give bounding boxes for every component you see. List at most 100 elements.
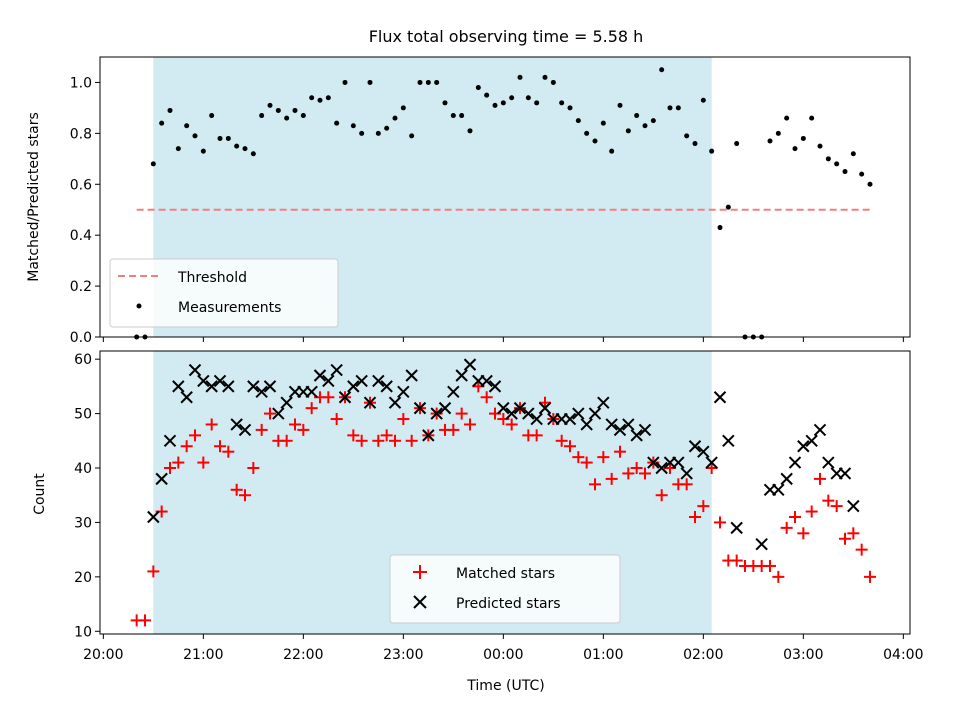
matched-star-point bbox=[705, 462, 718, 475]
predicted-star-point bbox=[388, 396, 402, 409]
matched-star-point bbox=[322, 391, 335, 404]
legend-predicted-label: Predicted stars bbox=[456, 596, 561, 612]
predicted-star-point bbox=[205, 380, 218, 393]
measurement-point bbox=[425, 79, 431, 85]
predicted-star-point bbox=[255, 385, 268, 399]
measurement-point bbox=[350, 123, 356, 129]
predicted-star-point bbox=[447, 385, 460, 399]
measurement-point bbox=[384, 125, 390, 131]
y-tick-label: 20 bbox=[74, 570, 92, 586]
measurement-point bbox=[417, 79, 423, 85]
matched-star-point bbox=[572, 451, 585, 464]
x-tick-label: 01:00 bbox=[583, 647, 623, 663]
bottom-legend: Matched stars Predicted stars bbox=[389, 554, 621, 624]
predicted-star-point bbox=[588, 407, 602, 420]
legend-matched-label: Matched stars bbox=[456, 566, 555, 582]
matched-star-point bbox=[189, 429, 201, 442]
bottom-y-ticks: 10 20 30 40 50 60 bbox=[74, 352, 100, 640]
measurement-point bbox=[334, 120, 340, 126]
measurement-point bbox=[842, 169, 848, 175]
predicted-star-point bbox=[705, 456, 718, 469]
matched-star-point bbox=[297, 423, 310, 436]
measurement-point bbox=[817, 143, 823, 149]
matched-star-point bbox=[680, 478, 693, 491]
predicted-star-point bbox=[338, 391, 352, 404]
measurement-point bbox=[825, 156, 831, 162]
legend-threshold-label: Threshold bbox=[177, 270, 247, 286]
predicted-star-point bbox=[613, 423, 627, 437]
predicted-star-point bbox=[797, 440, 810, 453]
predicted-star-point bbox=[505, 407, 518, 420]
matched-star-point bbox=[605, 472, 618, 485]
matched-star-point bbox=[764, 559, 776, 572]
matched-star-point bbox=[847, 527, 860, 540]
measurement-point bbox=[775, 130, 781, 136]
measurement-point bbox=[717, 225, 723, 231]
top-y-ticks: 0.0 0.2 0.4 0.6 0.8 1.0 bbox=[70, 75, 100, 346]
predicted-star-point bbox=[530, 412, 543, 426]
measurement-point bbox=[617, 102, 623, 108]
measurement-point bbox=[175, 146, 181, 152]
measurement-point bbox=[284, 115, 290, 121]
matched-star-point bbox=[814, 472, 826, 485]
predicted-star-point bbox=[155, 472, 168, 486]
measurement-point bbox=[600, 120, 606, 126]
predicted-star-point bbox=[405, 369, 418, 382]
predicted-star-point bbox=[397, 385, 410, 399]
measurement-point bbox=[492, 102, 498, 108]
predicted-star-point bbox=[572, 407, 585, 420]
measurement-point bbox=[550, 79, 556, 85]
measurement-point bbox=[267, 102, 273, 108]
predicted-star-point bbox=[313, 369, 327, 382]
top-legend: Threshold Measurements bbox=[109, 258, 339, 328]
measurement-point bbox=[609, 148, 615, 154]
measurement-point bbox=[250, 151, 256, 157]
y-tick-label: 60 bbox=[74, 352, 92, 368]
matched-star-point bbox=[464, 418, 476, 431]
x-axis-label: Time (UTC) bbox=[466, 678, 544, 694]
measurement-point bbox=[475, 85, 481, 91]
predicted-star-point bbox=[697, 445, 710, 458]
predicted-star-point bbox=[688, 440, 702, 453]
measurement-point bbox=[325, 95, 331, 101]
predicted-star-point bbox=[163, 434, 177, 448]
measurement-point bbox=[834, 161, 840, 167]
matched-star-point bbox=[689, 510, 701, 523]
measurement-point bbox=[500, 100, 506, 106]
matched-star-point bbox=[447, 423, 460, 436]
measurement-point bbox=[342, 79, 348, 85]
measurement-point bbox=[509, 95, 515, 101]
matched-star-point bbox=[480, 391, 493, 404]
matched-star-point bbox=[264, 407, 276, 420]
predicted-star-point bbox=[280, 396, 293, 409]
predicted-star-point bbox=[422, 429, 435, 442]
matched-star-point bbox=[397, 413, 410, 426]
predicted-star-point bbox=[330, 363, 343, 377]
measurement-point bbox=[167, 107, 173, 113]
predicted-star-point bbox=[513, 401, 527, 415]
x-tick-label: 23:00 bbox=[383, 647, 423, 663]
measurement-point bbox=[709, 148, 715, 154]
measurement-point bbox=[700, 97, 706, 103]
measurement-point bbox=[292, 107, 298, 113]
matched-star-point bbox=[855, 543, 868, 556]
y-tick-label: 1.0 bbox=[70, 75, 92, 91]
matched-star-point bbox=[255, 423, 268, 436]
x-tick-label: 04:00 bbox=[883, 647, 923, 663]
predicted-star-point bbox=[755, 537, 768, 551]
measurement-point bbox=[309, 95, 315, 101]
measurement-point bbox=[317, 97, 323, 103]
matched-star-point bbox=[555, 434, 568, 447]
predicted-star-point bbox=[788, 456, 802, 469]
x-tick-label: 03:00 bbox=[783, 647, 823, 663]
measurement-point bbox=[850, 151, 856, 157]
measurement-point bbox=[634, 113, 640, 119]
predicted-star-point bbox=[180, 391, 193, 404]
predicted-star-point bbox=[672, 456, 685, 469]
top-panel: 0.0 0.2 0.4 0.6 0.8 1.0 Matched/Predicted sta… bbox=[26, 56, 911, 346]
measurements-series bbox=[134, 67, 873, 340]
top-axes-frame bbox=[99, 56, 911, 338]
predicted-star-point bbox=[188, 363, 202, 377]
measurement-point bbox=[192, 133, 198, 139]
